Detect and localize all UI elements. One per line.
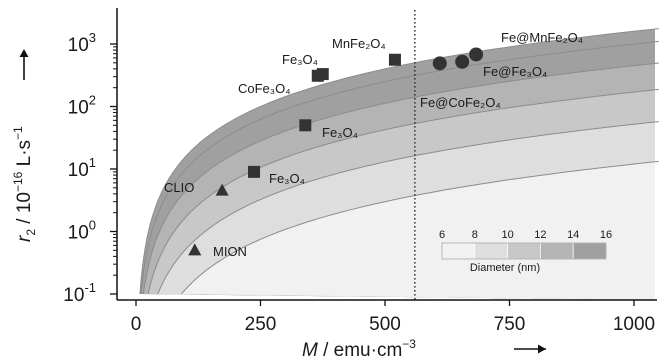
point-label-fe-fe3o4: Fe@Fe₃O₄ — [483, 64, 547, 79]
x-tick-label: 250 — [245, 314, 277, 335]
legend-title: Diameter (nm) — [470, 262, 540, 274]
y-tick-label: 10-1 — [63, 280, 96, 306]
legend-value: 14 — [567, 229, 579, 241]
point-label-clio: CLIO — [164, 180, 194, 195]
legend-value: 8 — [472, 229, 478, 241]
legend-swatch — [507, 242, 541, 260]
y-tick-label: 102 — [68, 93, 96, 119]
legend-swatch — [572, 242, 607, 260]
y-tick-label: 103 — [68, 30, 96, 56]
x-tick-label: 1000 — [613, 314, 655, 335]
square-marker — [299, 119, 312, 132]
point-label-fe3o4-top: Fe₃O₄ — [282, 52, 318, 67]
y-ticks: 10-1 100 101 102 103 — [63, 30, 117, 306]
band-6nm — [181, 161, 659, 300]
diameter-curves — [139, 28, 659, 295]
legend-value: 16 — [600, 229, 612, 241]
circle-marker — [432, 56, 447, 71]
axes: 0 250 500 750 1000 10-1 100 101 102 103 — [63, 8, 657, 335]
curve-16nm — [139, 28, 659, 295]
circle-marker — [455, 54, 470, 69]
y-tick-label: 100 — [68, 218, 96, 244]
legend-value: 6 — [439, 229, 445, 241]
legend-frame — [441, 242, 607, 260]
point-label-fe-cofe2o4: Fe@CoFe₂O₄ — [420, 95, 501, 110]
point-label-fe-mnfe2o4: Fe@MnFe₂O₄ — [501, 30, 583, 45]
point-label-mion: MION — [213, 244, 247, 259]
legend-swatch — [540, 242, 574, 260]
y-axis-arrow — [19, 49, 29, 80]
data-markers — [188, 47, 484, 256]
legend-value: 12 — [534, 229, 546, 241]
x-axis-arrow — [514, 344, 546, 354]
curve-14nm — [140, 40, 659, 295]
curve-6nm — [181, 160, 659, 295]
triangle-marker — [188, 243, 202, 256]
legend-swatch — [474, 242, 508, 260]
x-tick-label: 750 — [494, 314, 526, 335]
square-marker — [388, 53, 401, 66]
curve-12nm — [142, 62, 659, 295]
curve-8nm — [157, 121, 659, 295]
square-marker — [248, 165, 261, 178]
point-label-mnfe2o4: MnFe₂O₄ — [332, 36, 386, 51]
x-axis-title: M / emu·cm−3 — [302, 337, 416, 361]
legend-value: 10 — [501, 229, 513, 241]
x-ticks: 0 250 500 750 1000 — [131, 300, 655, 335]
x-tick-label: 500 — [369, 314, 401, 335]
legend: 6 8 10 12 14 16 Diameter (nm) — [439, 229, 612, 274]
y-axis-title: r2 / 10−16 L·s−1 — [11, 126, 38, 242]
circle-marker — [469, 47, 484, 62]
square-marker — [316, 68, 329, 81]
triangle-marker — [215, 183, 229, 196]
y-tick-label: 101 — [68, 155, 96, 181]
point-label-cofe3o4: CoFe₃O₄ — [238, 81, 291, 96]
point-label-fe3o4-low: Fe₃O₄ — [269, 171, 305, 186]
x-tick-label: 0 — [131, 314, 142, 335]
legend-swatch — [441, 242, 476, 260]
point-label-fe3o4-mid: Fe₃O₄ — [322, 125, 358, 140]
point-annotations: Fe₃O₄ Fe₃O₄ CoFe₃O₄ Fe₃O₄ MnFe₂O₄ CLIO M… — [164, 30, 583, 259]
